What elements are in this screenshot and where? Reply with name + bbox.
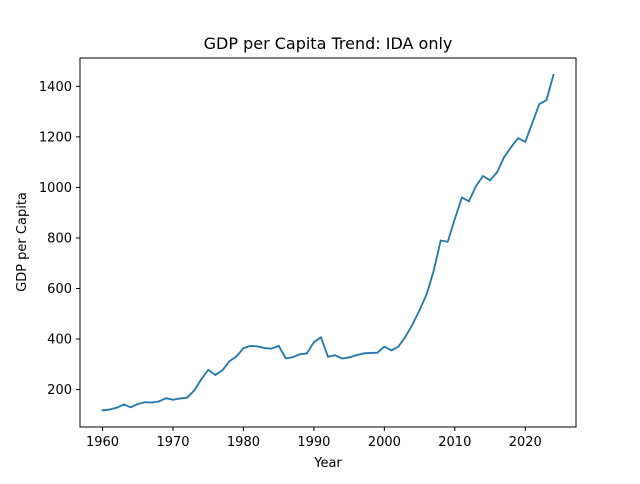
data-point <box>397 345 400 348</box>
y-tick-label: 1400 <box>39 80 72 95</box>
x-tick-label: 1980 <box>227 435 260 450</box>
data-point <box>390 349 393 352</box>
data-point <box>277 344 280 347</box>
data-point <box>327 355 329 358</box>
data-point <box>439 239 442 242</box>
axes-frame <box>79 57 577 428</box>
data-point <box>228 360 231 363</box>
data-point <box>545 99 548 102</box>
data-point <box>524 141 527 143</box>
data-point <box>242 347 245 350</box>
data-point <box>200 378 203 381</box>
data-point <box>446 240 449 243</box>
x-axis: 1960 1970 1980 1990 2000 2010 2020 <box>86 427 542 450</box>
data-point <box>270 347 273 350</box>
data-point <box>150 401 153 404</box>
data-point <box>383 345 386 348</box>
data-point <box>503 156 506 158</box>
y-tick-label: 1200 <box>39 130 72 145</box>
data-point <box>320 336 322 339</box>
data-point <box>115 406 118 409</box>
y-axis: 200 400 600 800 1000 1200 1400 <box>39 80 80 398</box>
x-axis-label: Year <box>313 456 342 471</box>
data-point <box>489 179 491 182</box>
data-point <box>172 398 174 401</box>
data-point <box>538 103 541 105</box>
data-point <box>179 397 181 400</box>
data-point <box>108 408 111 411</box>
data-point <box>355 354 358 357</box>
data-point <box>122 403 125 406</box>
y-tick-label: 800 <box>47 231 72 246</box>
data-point <box>256 345 259 348</box>
data-point <box>143 401 146 404</box>
data-point <box>235 355 238 358</box>
data-point <box>369 352 372 354</box>
data-point <box>432 269 435 272</box>
data-point <box>101 409 104 412</box>
data-point <box>136 403 139 405</box>
data-point <box>531 122 534 124</box>
chart-title: GDP per Capita Trend: IDA only <box>204 34 453 53</box>
data-point <box>475 185 477 188</box>
x-tick-label: 1970 <box>156 435 189 450</box>
data-point <box>376 351 379 354</box>
data-point <box>552 74 555 76</box>
data-point <box>348 356 351 359</box>
y-tick-label: 200 <box>47 383 72 398</box>
y-tick-label: 1000 <box>39 181 72 196</box>
data-point <box>460 196 463 199</box>
data-point <box>249 344 252 347</box>
data-point <box>263 347 266 350</box>
x-tick-label: 1960 <box>86 435 119 450</box>
data-point <box>404 335 407 338</box>
x-tick-label: 2010 <box>438 435 471 450</box>
data-point <box>496 171 498 174</box>
y-tick-label: 400 <box>47 333 72 348</box>
data-point <box>193 389 196 392</box>
data-point <box>291 356 294 359</box>
data-point <box>334 354 336 357</box>
data-point <box>362 352 365 355</box>
data-point <box>298 353 301 356</box>
data-point <box>129 406 132 409</box>
data-point <box>165 397 167 400</box>
y-tick-label: 600 <box>47 282 72 297</box>
data-point <box>411 323 414 326</box>
data-point <box>425 293 428 296</box>
data-point <box>284 357 287 360</box>
data-point <box>341 357 343 360</box>
data-point <box>214 374 217 376</box>
data-point <box>313 341 315 343</box>
data-point <box>468 200 470 203</box>
data-point <box>221 369 224 372</box>
data-point <box>453 218 456 220</box>
y-axis-label: GDP per Capita <box>15 192 30 292</box>
data-point <box>207 368 210 371</box>
x-tick-label: 1990 <box>297 435 330 450</box>
x-tick-label: 2000 <box>368 435 401 450</box>
data-point <box>186 396 188 399</box>
data-point <box>158 400 160 403</box>
x-tick-label: 2020 <box>509 435 542 450</box>
data-point <box>482 175 484 177</box>
data-point <box>517 137 520 140</box>
plot-area <box>101 73 555 412</box>
data-point <box>510 146 513 148</box>
data-point <box>305 352 308 355</box>
data-point <box>418 309 421 311</box>
